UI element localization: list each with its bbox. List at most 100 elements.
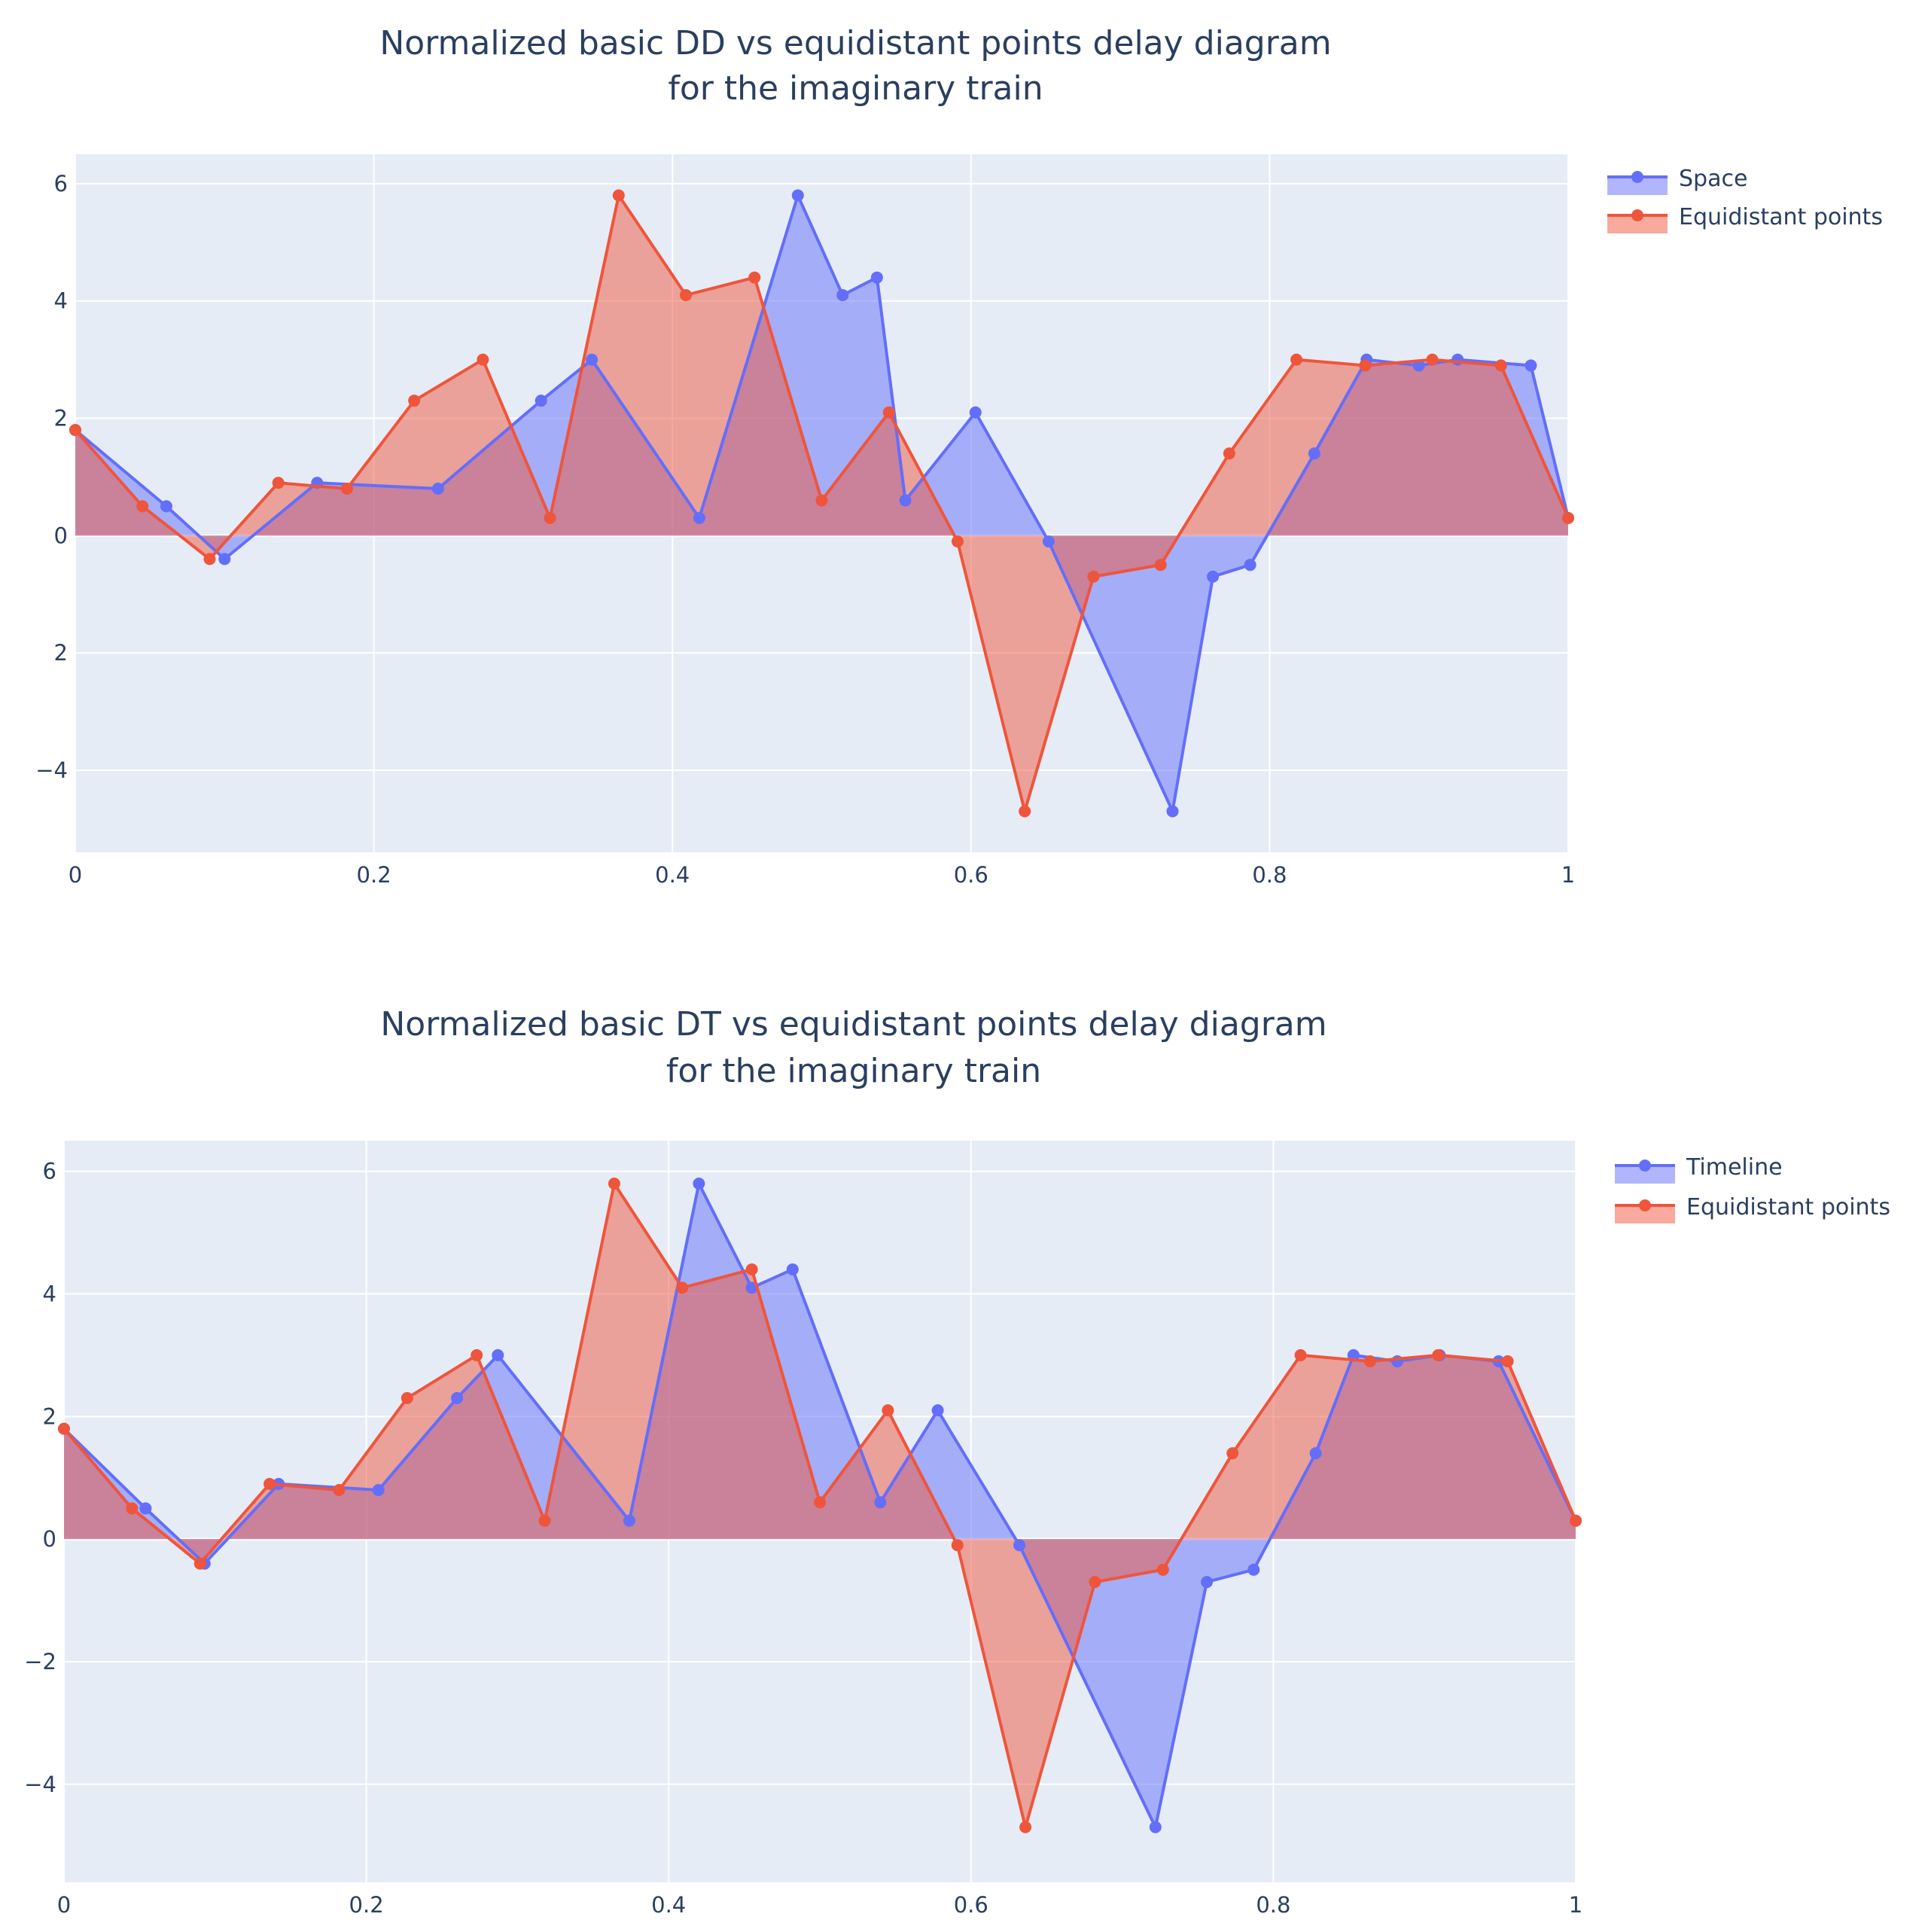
- data-point[interactable]: [748, 271, 761, 284]
- data-point[interactable]: [608, 1177, 620, 1190]
- legend-item-timeline[interactable]: Timeline: [1615, 1154, 1783, 1184]
- data-point[interactable]: [791, 189, 804, 202]
- data-point[interactable]: [477, 353, 489, 366]
- legend-item-equidistant-points[interactable]: Equidistant points: [1607, 204, 1883, 233]
- data-point[interactable]: [340, 483, 353, 495]
- data-point[interactable]: [1525, 359, 1537, 372]
- data-point[interactable]: [786, 1263, 799, 1275]
- data-point[interactable]: [1426, 353, 1439, 366]
- data-point[interactable]: [612, 189, 625, 202]
- data-point[interactable]: [745, 1263, 758, 1275]
- data-point[interactable]: [680, 288, 693, 301]
- data-point[interactable]: [203, 553, 216, 565]
- y-tick-label: 0: [54, 523, 68, 548]
- data-point[interactable]: [815, 494, 828, 507]
- data-point[interactable]: [1562, 511, 1574, 524]
- data-point[interactable]: [451, 1391, 464, 1404]
- data-point[interactable]: [1089, 1576, 1101, 1589]
- data-point[interactable]: [1570, 1514, 1582, 1527]
- data-point[interactable]: [1432, 1348, 1445, 1361]
- data-point[interactable]: [1223, 447, 1235, 460]
- data-point[interactable]: [160, 500, 172, 513]
- data-point[interactable]: [1013, 1539, 1026, 1552]
- data-point[interactable]: [1247, 1563, 1260, 1576]
- data-point[interactable]: [874, 1496, 887, 1509]
- data-point[interactable]: [1156, 1563, 1169, 1576]
- data-point[interactable]: [1087, 570, 1100, 583]
- data-point[interactable]: [408, 395, 421, 407]
- data-point[interactable]: [69, 424, 81, 437]
- data-point[interactable]: [1166, 805, 1179, 818]
- legend-marker: [1631, 171, 1643, 183]
- chart-title-line: Normalized basic DT vs equidistant point…: [380, 1005, 1327, 1044]
- data-point[interactable]: [693, 1177, 705, 1190]
- legend-label: Space: [1679, 166, 1747, 192]
- data-point[interactable]: [1451, 353, 1464, 366]
- x-tick-label: 0.6: [954, 862, 988, 888]
- data-point[interactable]: [1363, 1355, 1376, 1368]
- data-point[interactable]: [1207, 570, 1220, 583]
- data-point[interactable]: [1201, 1576, 1214, 1589]
- data-point[interactable]: [193, 1557, 206, 1570]
- data-point[interactable]: [814, 1496, 826, 1509]
- data-point[interactable]: [836, 288, 849, 301]
- y-tick-label: 2: [54, 406, 68, 431]
- data-point[interactable]: [1294, 1348, 1307, 1361]
- legend-marker: [1631, 209, 1643, 221]
- data-point[interactable]: [1308, 447, 1320, 460]
- data-point[interactable]: [676, 1281, 689, 1294]
- data-point[interactable]: [1359, 359, 1372, 372]
- data-point[interactable]: [951, 535, 964, 548]
- data-point[interactable]: [882, 406, 895, 419]
- legend-label: Equidistant points: [1679, 204, 1883, 230]
- data-point[interactable]: [1494, 359, 1507, 372]
- data-point[interactable]: [372, 1484, 385, 1497]
- data-point[interactable]: [1042, 535, 1055, 548]
- chart-dd-vs-equidistant: Normalized basic DD vs equidistant point…: [35, 24, 1883, 888]
- data-point[interactable]: [1501, 1355, 1514, 1368]
- data-point[interactable]: [333, 1484, 346, 1497]
- data-point[interactable]: [218, 553, 231, 565]
- data-point[interactable]: [1290, 353, 1303, 366]
- data-point[interactable]: [471, 1348, 483, 1361]
- data-point[interactable]: [870, 271, 883, 284]
- data-point[interactable]: [623, 1514, 635, 1527]
- x-tick-label: 0.4: [655, 862, 690, 888]
- data-point[interactable]: [882, 1404, 894, 1417]
- data-point[interactable]: [431, 483, 444, 495]
- data-point[interactable]: [1154, 559, 1167, 571]
- data-point[interactable]: [969, 406, 982, 419]
- data-point[interactable]: [272, 477, 285, 489]
- data-point[interactable]: [1019, 805, 1031, 818]
- legend-label: Timeline: [1686, 1154, 1783, 1181]
- data-point[interactable]: [693, 511, 705, 524]
- x-tick-label: 0.2: [349, 1892, 384, 1918]
- data-point[interactable]: [263, 1477, 276, 1490]
- data-point[interactable]: [1309, 1447, 1322, 1460]
- data-point[interactable]: [1226, 1447, 1239, 1460]
- chart-title-line: Normalized basic DD vs equidistant point…: [379, 24, 1331, 62]
- y-tick-label: 4: [54, 288, 68, 314]
- data-point[interactable]: [538, 1514, 551, 1527]
- legend-item-equidistant-points[interactable]: Equidistant points: [1615, 1194, 1890, 1223]
- y-tick-label: −4: [35, 757, 68, 783]
- data-point[interactable]: [58, 1422, 70, 1435]
- data-point[interactable]: [136, 500, 149, 513]
- data-point[interactable]: [1149, 1821, 1162, 1833]
- data-point[interactable]: [139, 1502, 152, 1515]
- legend-item-space[interactable]: Space: [1607, 166, 1747, 195]
- data-point[interactable]: [126, 1502, 139, 1515]
- data-point[interactable]: [401, 1391, 413, 1404]
- data-point[interactable]: [535, 395, 547, 407]
- chart-dt-vs-equidistant: Normalized basic DT vs equidistant point…: [24, 1005, 1890, 1918]
- data-point[interactable]: [586, 353, 599, 366]
- data-point[interactable]: [544, 511, 556, 524]
- data-point[interactable]: [951, 1539, 964, 1552]
- y-tick-label: 4: [43, 1281, 56, 1307]
- data-point[interactable]: [899, 494, 912, 507]
- x-tick-label: 0.8: [1256, 1892, 1290, 1918]
- data-point[interactable]: [1019, 1821, 1032, 1833]
- data-point[interactable]: [1244, 559, 1256, 571]
- data-point[interactable]: [492, 1348, 504, 1361]
- data-point[interactable]: [931, 1404, 944, 1417]
